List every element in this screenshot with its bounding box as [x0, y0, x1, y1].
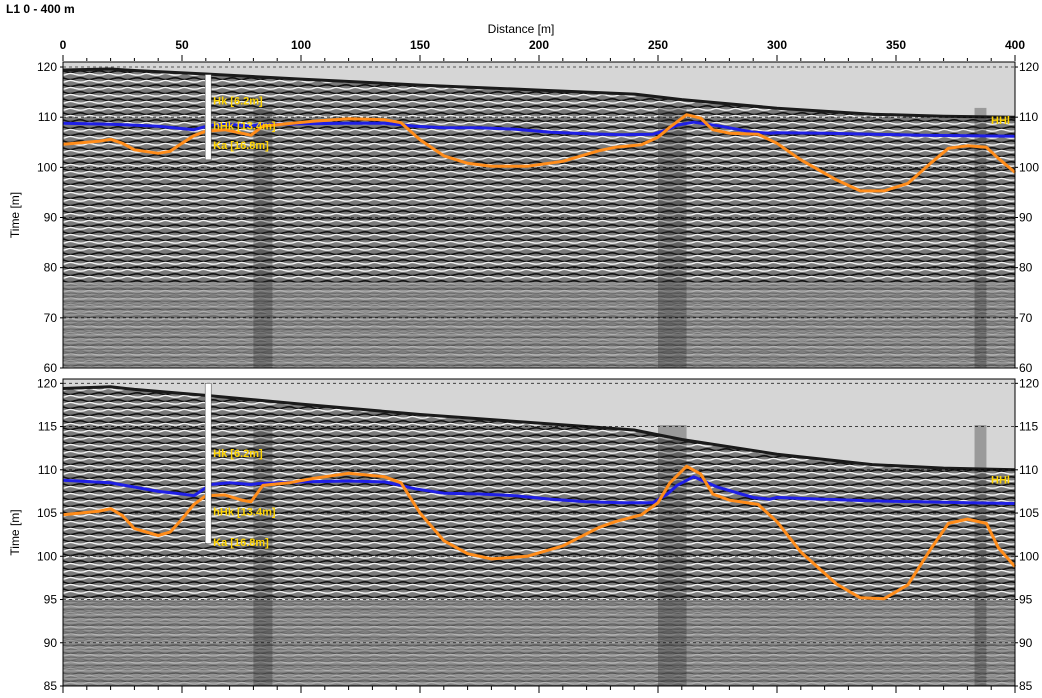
x-tick-label: 50 [175, 38, 189, 52]
x-tick-label: 0 [60, 38, 67, 52]
y-axis-label: Time [m] [8, 509, 22, 555]
y-tick-label-left: 100 [37, 160, 57, 174]
borehole-annotation: hHk [13.4m] [213, 507, 276, 519]
y-tick-label-left: 60 [44, 361, 58, 375]
y-tick-label-left: 80 [44, 261, 58, 275]
borehole-annotation: Hk [6.2m] [213, 448, 263, 460]
borehole-annotation: hHk [13.4m] [213, 121, 276, 133]
radar-band [658, 425, 687, 686]
radar-band [974, 107, 987, 369]
y-tick-label-left: 120 [37, 60, 57, 74]
orange-horizon-line [62, 464, 1017, 601]
y-tick-label-right: 115 [1019, 420, 1038, 434]
y-tick-label-left: 90 [44, 636, 58, 650]
y-tick-label-right: 85 [1019, 679, 1033, 693]
y-tick-label-left: 95 [44, 593, 58, 607]
x-tick-label: 400 [1005, 38, 1025, 52]
radar-band [253, 425, 273, 686]
borehole-marker [204, 383, 212, 544]
horizon-annotation: HHl [991, 475, 1010, 487]
x-axis-label: Distance [m] [487, 22, 555, 36]
x-tick-label: 350 [886, 38, 906, 52]
y-tick-label-left: 100 [37, 549, 57, 563]
y-tick-label-right: 80 [1019, 261, 1033, 275]
y-tick-label-left: 70 [44, 311, 58, 325]
radargram-panel-2: Hk [6.2m] hHk [13.4m] Ka [16.8m] HHl 85 85 90 9… [8, 376, 1039, 693]
y-tick-label-right: 120 [1019, 60, 1039, 74]
y-tick-label-right: 60 [1019, 361, 1033, 375]
x-tick-label: 200 [529, 38, 549, 52]
y-tick-label-right: 90 [1019, 636, 1033, 650]
borehole-annotation: Ka [16.8m] [213, 537, 269, 549]
horizon-annotation: HHl [991, 115, 1010, 127]
y-tick-label-right: 120 [1019, 376, 1039, 390]
y-tick-label-left: 85 [44, 679, 58, 693]
ground-surface-line [62, 67, 1016, 119]
borehole-annotation: Ka [16.8m] [213, 140, 269, 152]
ground-surface-line [62, 385, 1016, 472]
borehole-marker [204, 74, 212, 161]
y-tick-label-left: 105 [37, 506, 57, 520]
y-tick-label-right: 70 [1019, 311, 1033, 325]
radargram-panel-1: Hk [6.2m] hHk [13.4m] Ka [16.8m] HHl 60 60 70 7… [8, 60, 1039, 375]
y-tick-label-right: 100 [1019, 160, 1039, 174]
y-tick-label-right: 100 [1019, 549, 1039, 563]
radar-band [974, 425, 987, 686]
y-tick-label-right: 110 [1019, 110, 1038, 124]
y-tick-label-left: 110 [38, 110, 57, 124]
x-tick-label: 100 [291, 38, 311, 52]
blue-horizon-line [62, 120, 1016, 138]
blue-horizon-line [62, 475, 1016, 505]
radar-band [658, 107, 687, 369]
y-tick-label-right: 105 [1019, 506, 1039, 520]
y-tick-label-left: 120 [37, 376, 57, 390]
y-tick-label-left: 115 [38, 420, 57, 434]
y-tick-label-right: 95 [1019, 593, 1033, 607]
x-tick-label: 150 [410, 38, 430, 52]
radar-band [253, 107, 273, 369]
y-axis-label: Time [m] [8, 192, 22, 238]
orange-horizon-line [62, 113, 1016, 193]
radar-deep-zone [63, 282, 1015, 368]
x-tick-label: 300 [767, 38, 787, 52]
y-tick-label-left: 110 [38, 463, 57, 477]
panel-frame [62, 61, 1016, 369]
chart-title: L1 0 - 400 m [6, 2, 75, 16]
y-tick-label-right: 90 [1019, 211, 1033, 225]
borehole-annotation: Hk [6.2m] [213, 96, 263, 108]
y-tick-label-right: 110 [1019, 463, 1038, 477]
y-tick-label-left: 90 [44, 211, 58, 225]
x-tick-label: 250 [648, 38, 668, 52]
